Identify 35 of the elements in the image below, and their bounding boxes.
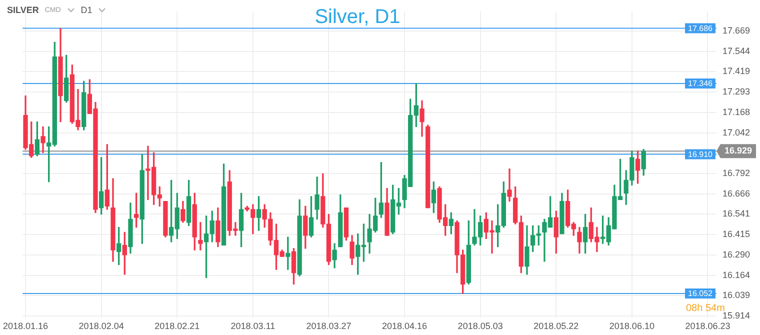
y-tick-label: 17.042 [722,127,750,138]
x-tick-label: 2018.06.23 [685,321,730,332]
annotation: 08h 54m [686,303,725,314]
y-tick-label: 17.419 [722,66,750,76]
x-tick-label: 2018.04.16 [382,321,428,332]
y-tick-label: 17.544 [722,46,750,56]
x-tick-label: 2018.01.16 [3,321,48,332]
x-tick-label: 2018.03.11 [230,321,276,332]
annotation: D1 [80,5,92,15]
x-tick-label: 2018.02.04 [78,321,124,332]
y-tick-label: 16.792 [722,168,750,178]
y-tick-label: 16.666 [722,188,750,198]
x-tick-label: 2018.05.22 [534,321,579,332]
candlestick [507,168,512,202]
y-tick-label: 17.293 [722,86,750,97]
ref-line-label: 16.910 [688,150,714,159]
annotation: SILVER [7,5,39,15]
y-tick-label: 17.168 [722,106,750,117]
y-tick-label: 16.541 [722,208,750,219]
x-tick-label: 2018.06.10 [609,321,654,332]
y-tick-label: 16.164 [722,270,750,280]
y-tick-label: 15.914 [722,310,750,320]
y-tick-label: 16.290 [722,249,750,260]
y-tick-label: 16.039 [722,290,750,300]
y-tick-label: 16.415 [722,229,750,240]
ref-line-label: 17.346 [688,79,714,88]
ref-line-label: 17.686 [688,24,714,33]
chart-title: Silver, D1 [314,6,400,28]
candlestick [198,222,203,250]
y-tick-label: 17.669 [722,26,750,36]
x-tick-label: 2018.02.21 [154,321,200,332]
ref-line-label: 16.929 [724,146,752,156]
x-tick-label: 2018.03.27 [306,321,352,332]
x-tick-label: 2018.05.03 [458,321,503,332]
ref-line-label: 16.052 [688,289,714,298]
